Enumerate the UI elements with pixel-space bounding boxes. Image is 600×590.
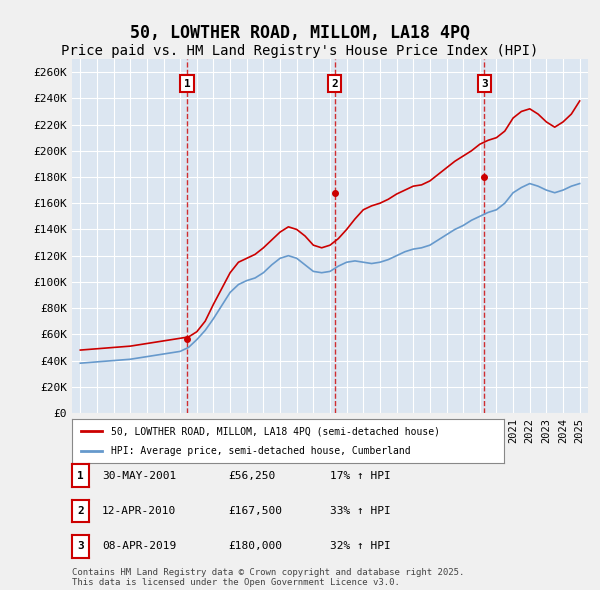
Text: 3: 3	[77, 542, 84, 551]
Text: HPI: Average price, semi-detached house, Cumberland: HPI: Average price, semi-detached house,…	[111, 446, 410, 455]
Text: 50, LOWTHER ROAD, MILLOM, LA18 4PQ: 50, LOWTHER ROAD, MILLOM, LA18 4PQ	[130, 24, 470, 42]
Text: 3: 3	[481, 79, 488, 88]
Text: Contains HM Land Registry data © Crown copyright and database right 2025.
This d: Contains HM Land Registry data © Crown c…	[72, 568, 464, 587]
Text: 2: 2	[77, 506, 84, 516]
Text: £56,250: £56,250	[228, 471, 275, 480]
Text: 50, LOWTHER ROAD, MILLOM, LA18 4PQ (semi-detached house): 50, LOWTHER ROAD, MILLOM, LA18 4PQ (semi…	[111, 427, 440, 436]
Text: 12-APR-2010: 12-APR-2010	[102, 506, 176, 516]
Text: 08-APR-2019: 08-APR-2019	[102, 542, 176, 551]
Text: 17% ↑ HPI: 17% ↑ HPI	[330, 471, 391, 480]
Text: 1: 1	[184, 79, 190, 88]
Text: 30-MAY-2001: 30-MAY-2001	[102, 471, 176, 480]
Text: 1: 1	[77, 471, 84, 480]
Text: Price paid vs. HM Land Registry's House Price Index (HPI): Price paid vs. HM Land Registry's House …	[61, 44, 539, 58]
Text: 32% ↑ HPI: 32% ↑ HPI	[330, 542, 391, 551]
Text: 2: 2	[331, 79, 338, 88]
Text: 33% ↑ HPI: 33% ↑ HPI	[330, 506, 391, 516]
Text: £180,000: £180,000	[228, 542, 282, 551]
Text: £167,500: £167,500	[228, 506, 282, 516]
